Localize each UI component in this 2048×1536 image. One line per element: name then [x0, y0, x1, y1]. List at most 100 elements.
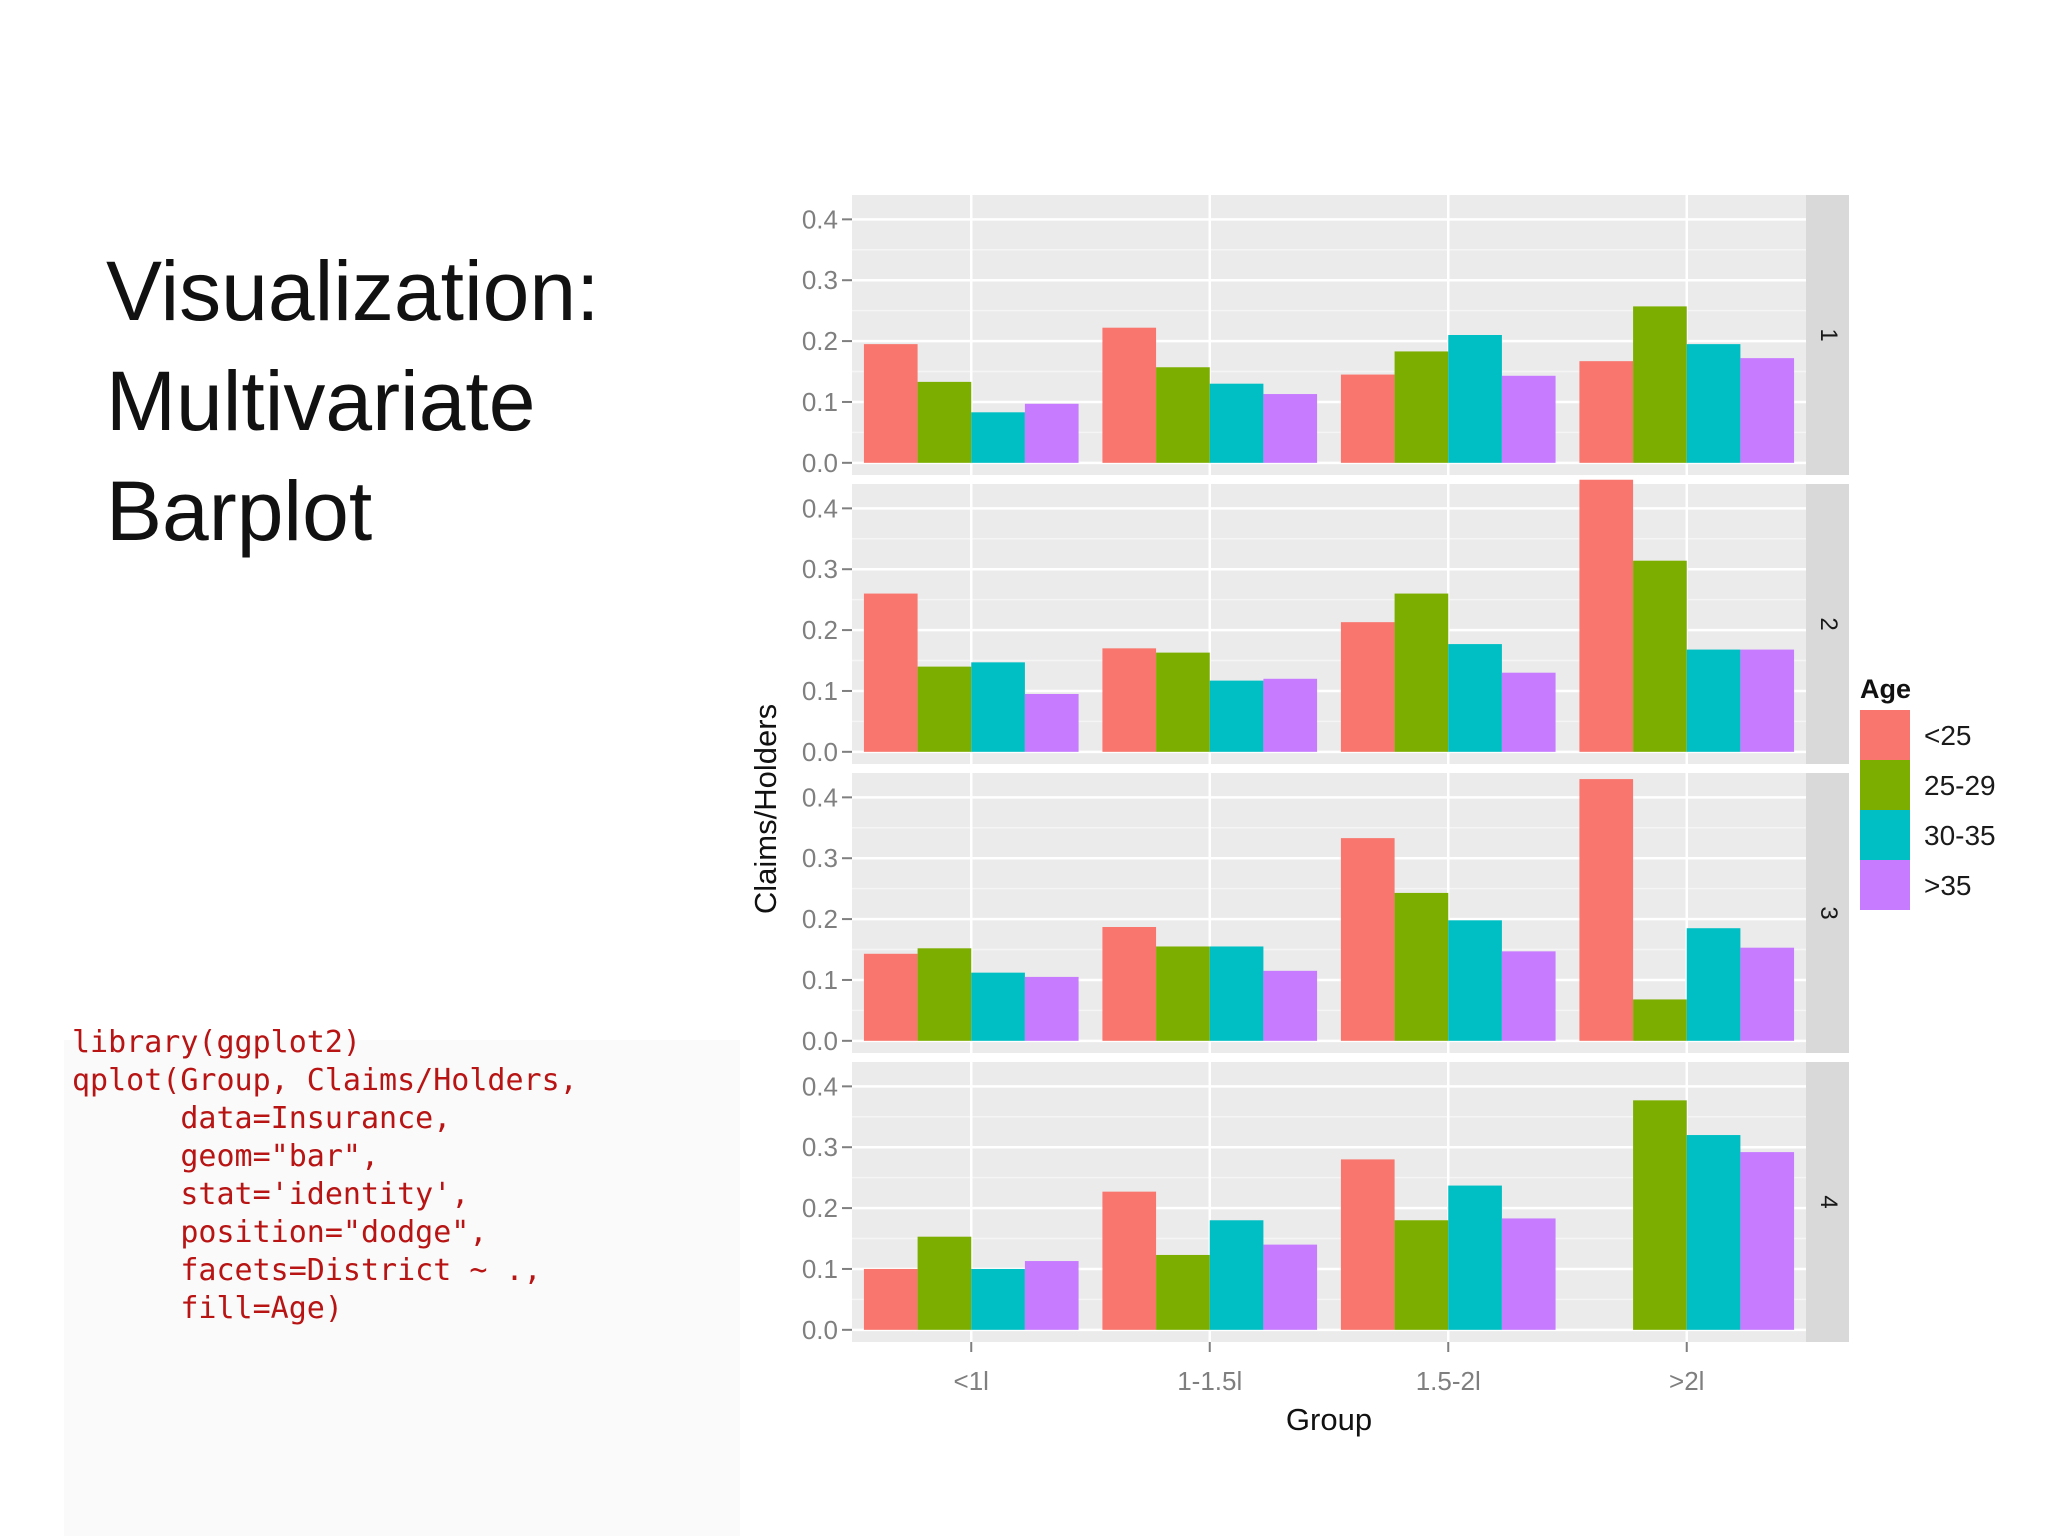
code-line: qplot(Group, Claims/Holders, [72, 1063, 578, 1098]
facet-strip-label: 3 [1815, 906, 1842, 919]
bar-facet1-2529-1 [1156, 367, 1210, 463]
x-tick-label: 1.5-2l [1416, 1366, 1481, 1396]
y-tick-label: 0.2 [802, 326, 838, 356]
x-tick-label: <1l [954, 1366, 989, 1396]
y-tick-label: 0.3 [802, 843, 838, 873]
bar-facet4-3035-3 [1686, 1135, 1741, 1330]
bar-facet2-35-3 [1740, 649, 1795, 752]
bar-facet2-2529-0 [917, 666, 972, 752]
slide-title: Visualization: Multivariate Barplot [106, 236, 666, 566]
y-tick-label: 0.3 [802, 265, 838, 295]
slide-title-line: Visualization: [106, 244, 600, 338]
bar-facet4-35-2 [1501, 1218, 1556, 1330]
y-tick-label: 0.2 [802, 904, 838, 934]
bar-facet1-3035-2 [1448, 335, 1502, 463]
y-tick-label: 0.1 [802, 387, 838, 417]
bar-facet2-3035-3 [1686, 649, 1741, 752]
legend-label: 30-35 [1924, 820, 1996, 851]
bar-facet1-35-1 [1263, 394, 1318, 463]
bar-facet3-25-0 [863, 953, 918, 1041]
bar-facet2-3035-1 [1209, 680, 1264, 752]
bar-facet2-35-1 [1263, 678, 1318, 752]
code-line: fill=Age) [72, 1291, 343, 1326]
bar-facet1-2529-3 [1633, 306, 1687, 463]
bar-facet4-25-1 [1102, 1191, 1157, 1330]
y-tick-label: 0.2 [802, 615, 838, 645]
y-tick-label: 0.3 [802, 554, 838, 584]
bar-facet2-2529-3 [1633, 560, 1687, 752]
bar-facet2-2529-2 [1394, 593, 1449, 752]
code-block: library(ggplot2) qplot(Group, Claims/Hol… [72, 1024, 578, 1328]
bar-facet1-35-2 [1501, 375, 1556, 463]
bar-facet1-3035-0 [971, 412, 1025, 463]
y-tick-label: 0.4 [802, 204, 838, 234]
bar-facet3-35-0 [1024, 976, 1079, 1041]
bar-facet1-2529-2 [1394, 351, 1449, 463]
code-line: facets=District ~ ., [72, 1253, 542, 1288]
bar-facet1-25-2 [1340, 374, 1395, 463]
slide-title-line: Multivariate [106, 354, 536, 448]
bar-facet2-35-2 [1501, 672, 1556, 752]
y-tick-label: 0.2 [802, 1193, 838, 1223]
bar-facet2-25-1 [1102, 648, 1157, 752]
bar-facet3-25-2 [1340, 838, 1395, 1041]
bar-facet3-2529-3 [1633, 999, 1687, 1041]
legend-key [1860, 710, 1910, 760]
legend-key [1860, 760, 1910, 810]
facet-strip-label: 2 [1815, 617, 1842, 630]
legend-label: 25-29 [1924, 770, 1996, 801]
bar-facet2-2529-1 [1156, 652, 1210, 752]
bar-facet1-25-1 [1102, 327, 1157, 463]
y-tick-label: 0.4 [802, 1071, 838, 1101]
bar-facet1-3035-1 [1209, 383, 1264, 463]
y-tick-label: 0.1 [802, 676, 838, 706]
y-tick-label: 0.0 [802, 1026, 838, 1056]
legend-title: Age [1860, 674, 1911, 704]
x-tick-label: >2l [1669, 1366, 1704, 1396]
bar-facet3-3035-0 [971, 972, 1025, 1041]
y-tick-label: 0.4 [802, 493, 838, 523]
y-tick-label: 0.0 [802, 1315, 838, 1345]
bar-facet4-2529-1 [1156, 1254, 1210, 1330]
bar-facet1-2529-0 [917, 381, 972, 463]
facet-strip [1806, 773, 1849, 1053]
bar-facet3-35-3 [1740, 947, 1795, 1041]
bar-facet2-35-0 [1024, 694, 1079, 752]
bar-facet1-25-3 [1579, 361, 1634, 463]
bar-facet2-25-3 [1579, 479, 1634, 752]
facet-strip-label: 1 [1815, 328, 1842, 341]
facet-strip [1806, 484, 1849, 764]
legend-label: >35 [1924, 870, 1972, 901]
bar-facet4-3035-2 [1448, 1185, 1502, 1330]
bar-facet3-2529-0 [917, 948, 972, 1041]
y-tick-label: 0.0 [802, 737, 838, 767]
y-axis-title: Claims/Holders [748, 704, 783, 914]
bar-facet2-3035-2 [1448, 644, 1502, 752]
bar-facet1-35-3 [1740, 358, 1795, 463]
legend-key [1860, 810, 1910, 860]
bar-facet3-25-1 [1102, 927, 1157, 1041]
code-line: position="dodge", [72, 1215, 488, 1250]
y-tick-label: 0.0 [802, 448, 838, 478]
bar-facet2-25-0 [863, 593, 918, 752]
bar-facet1-25-0 [863, 344, 918, 463]
bar-facet4-35-0 [1024, 1261, 1079, 1330]
code-line: data=Insurance, [72, 1101, 452, 1136]
bar-facet2-3035-0 [971, 662, 1025, 752]
bar-facet4-35-3 [1740, 1152, 1795, 1330]
bar-facet3-3035-2 [1448, 920, 1502, 1041]
bar-facet1-3035-3 [1686, 344, 1741, 463]
code-line: library(ggplot2) [72, 1025, 361, 1060]
bar-facet3-35-2 [1501, 951, 1556, 1041]
facet-strip [1806, 1062, 1849, 1342]
bar-facet3-3035-3 [1686, 928, 1741, 1041]
bar-facet2-25-2 [1340, 622, 1395, 752]
bar-facet4-2529-0 [917, 1236, 972, 1330]
facet-strip [1806, 195, 1849, 475]
bar-facet1-35-0 [1024, 403, 1079, 463]
bar-facet4-3035-1 [1209, 1220, 1264, 1330]
bar-facet3-3035-1 [1209, 946, 1264, 1041]
y-tick-label: 0.1 [802, 965, 838, 995]
bar-facet3-35-1 [1263, 970, 1318, 1041]
